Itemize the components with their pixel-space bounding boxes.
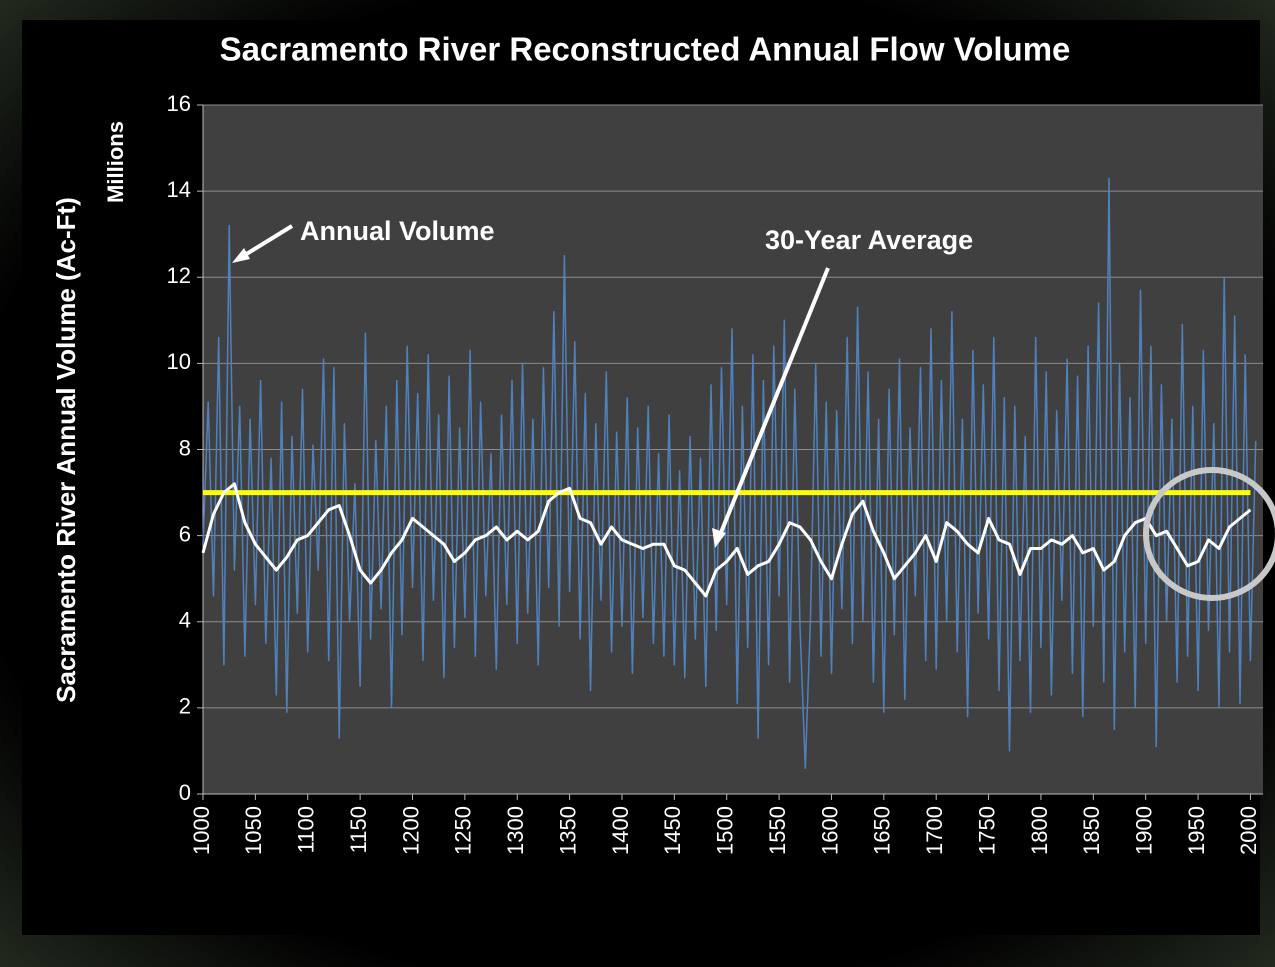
x-tick-label: 1050 <box>241 806 266 855</box>
annotation: Annual Volume <box>300 216 495 246</box>
x-tick-label: 1800 <box>1027 806 1052 855</box>
x-tick-label: 1950 <box>1184 806 1209 855</box>
y-axis-label: Sacramento River Annual Volume (Ac-Ft) <box>51 197 81 703</box>
y-tick-label: 2 <box>179 694 191 719</box>
x-tick-label: 1900 <box>1132 806 1157 855</box>
annotation: 30-Year Average <box>765 225 973 255</box>
annotation-arrows <box>232 224 1275 601</box>
x-tick-label: 1300 <box>503 806 528 855</box>
y-tick-label: 6 <box>179 521 191 546</box>
x-tick-label: 1550 <box>765 806 790 855</box>
x-tick-label: 1400 <box>608 806 633 855</box>
x-tick-label: 1350 <box>555 806 580 855</box>
x-tick-label: 1000 <box>189 806 214 855</box>
x-tick-label: 2000 <box>1236 806 1261 855</box>
y-tick-label: 12 <box>167 263 191 288</box>
highlight-circle <box>1143 467 1275 601</box>
y-tick-label: 16 <box>167 91 191 116</box>
x-tick-label: 1650 <box>870 806 895 855</box>
x-tick-label: 1600 <box>817 806 842 855</box>
x-tick-label: 1500 <box>713 806 738 855</box>
series-line <box>201 482 1252 598</box>
x-tick-label: 1700 <box>922 806 947 855</box>
x-tick-label: 1100 <box>294 806 319 853</box>
arrow-line <box>718 267 830 536</box>
x-tick-label: 1250 <box>451 806 476 855</box>
arrow-line <box>238 224 294 260</box>
y-tick-label: 0 <box>179 780 191 805</box>
y-tick-label: 8 <box>179 435 191 460</box>
y-tick-label: 14 <box>167 177 191 202</box>
x-tick-label: 1750 <box>974 806 999 855</box>
chart-title: Sacramento River Reconstructed Annual Fl… <box>220 31 1071 68</box>
x-tick-label: 1450 <box>660 806 685 855</box>
labels: 0 2 4 6 8 10 12 14 16 1000 1050 1100 1150 1200 1250 130… <box>167 91 1262 855</box>
marks <box>201 177 1257 769</box>
x-tick-label: 1200 <box>398 806 423 855</box>
arrow-head <box>712 528 726 548</box>
y-tick-label: 4 <box>179 608 191 633</box>
y-unit-label: Millions <box>103 121 128 203</box>
arrow-head <box>232 248 250 263</box>
x-tick-label: 1850 <box>1079 806 1104 855</box>
x-tick-label: 1150 <box>346 806 371 853</box>
y-tick-label: 10 <box>167 349 191 374</box>
